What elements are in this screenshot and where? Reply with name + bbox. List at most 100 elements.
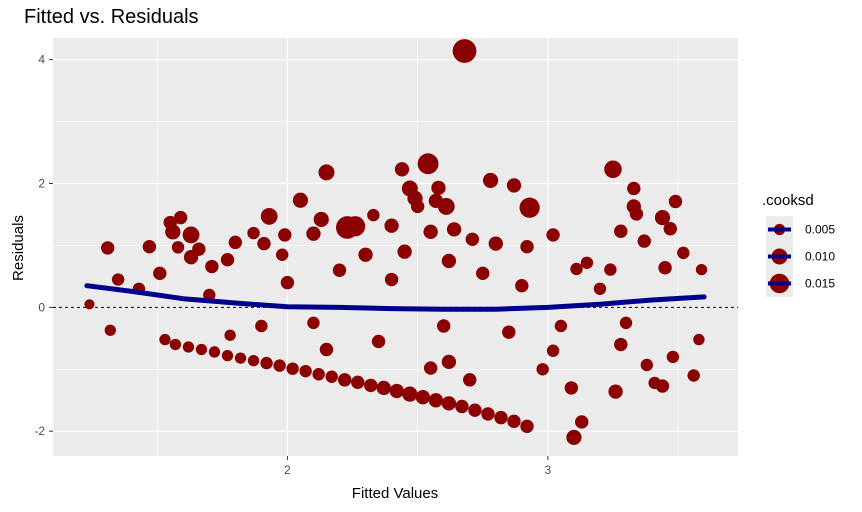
data-point [84,299,95,310]
y-axis-title: Residuals [10,215,27,281]
data-point [575,415,589,429]
data-point [640,358,654,372]
data-point [506,178,522,193]
data-point [677,246,690,260]
data-point [604,263,617,276]
data-point [312,368,325,381]
data-point [436,319,451,333]
data-point [519,197,540,218]
data-point [384,272,399,287]
data-point [205,259,219,274]
data-point [338,373,352,387]
data-point [546,344,560,357]
data-point [614,337,628,352]
data-point [629,207,644,221]
data-point [332,263,347,277]
data-point [604,160,622,179]
data-point [507,414,521,429]
data-point [367,208,380,222]
data-point [182,226,200,244]
data-point [286,362,299,375]
data-point [481,407,495,421]
data-point [276,248,289,261]
x-tick-label: 3 [545,463,552,477]
data-point [224,329,236,341]
data-point [520,419,534,433]
data-point [554,319,568,333]
data-point [111,273,125,286]
data-point [546,228,560,242]
data-point [371,334,386,349]
data-point [234,352,247,364]
data-point [306,226,321,241]
data-point [376,380,391,396]
data-point [441,253,457,269]
data-point [101,241,115,255]
data-point [257,236,271,251]
data-point [441,396,457,411]
data-point [627,181,641,196]
data-point [173,210,188,225]
data-point [428,393,444,408]
data-point [203,288,216,302]
data-point [171,241,185,254]
data-point [299,364,312,378]
data-point [488,236,503,251]
data-point [437,198,455,215]
y-tick-label: 4 [38,53,45,67]
legend-label: 0.005 [805,223,835,237]
data-point [220,253,235,267]
data-point [655,379,670,393]
legend-title: .cooksd [762,192,814,209]
data-point [260,356,273,370]
data-point [666,350,680,364]
x-tick-label: 2 [284,463,291,477]
data-point [608,384,623,399]
data-point [687,369,700,382]
data-point [351,375,365,390]
data-point [452,39,477,63]
data-point [278,228,292,242]
data-point [221,350,234,362]
data-point [570,262,583,276]
data-point [402,386,418,402]
data-point [319,342,334,357]
data-point [417,153,439,175]
data-point [423,361,438,375]
data-point [441,354,457,370]
data-point [247,354,260,367]
points [84,39,708,446]
data-point [280,275,295,290]
data-point [476,266,490,281]
y-tick-label: 2 [38,177,45,191]
data-point [494,410,508,425]
data-point [482,172,499,189]
data-point [668,194,683,209]
data-point [566,429,582,446]
data-point [358,247,373,262]
data-point [208,346,221,358]
data-point [502,325,516,339]
data-point [468,403,482,417]
data-point [593,282,607,295]
data-point [423,224,438,239]
data-point [614,224,628,238]
data-point [384,218,399,233]
data-point [410,199,425,214]
chart-title: Fitted vs. Residuals [24,6,199,28]
data-point [247,226,260,240]
data-point [142,239,157,254]
data-point [318,164,335,181]
data-point [455,399,469,414]
legend-label: 0.010 [805,250,835,264]
data-point [255,319,268,333]
data-point [515,279,529,293]
data-point [228,235,243,250]
data-point [397,244,412,259]
legend: .cooksd 0.005 0.010 0.015 [762,192,835,297]
data-point [307,316,320,330]
data-point [580,256,594,269]
data-point [389,383,404,399]
data-point [183,250,199,265]
